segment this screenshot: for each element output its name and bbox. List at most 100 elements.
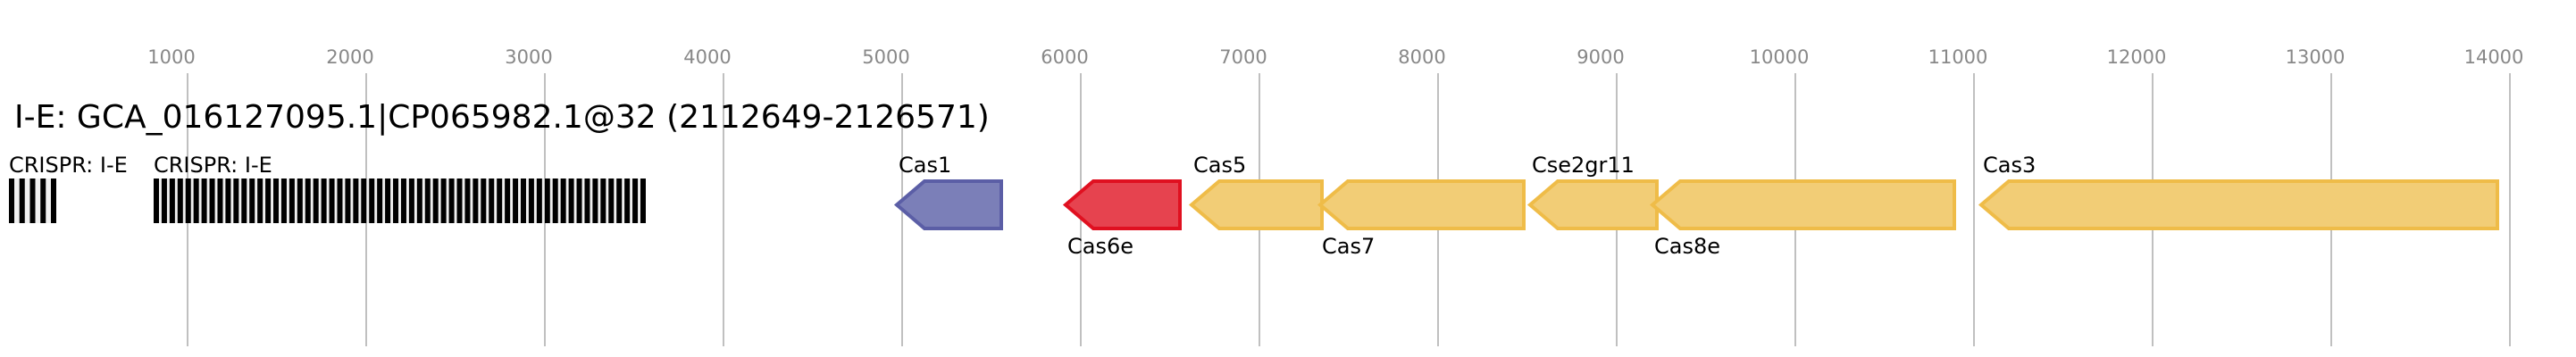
crispr-repeat xyxy=(377,178,383,223)
crispr-repeat xyxy=(560,178,566,223)
tick-label: 11000 xyxy=(1928,46,1988,68)
cas-genes: Cas1 Cas6e Cas5 Cas7 Cse2gr11 Cas8e Cas3 xyxy=(893,153,2499,259)
tick-label: 8000 xyxy=(1398,46,1445,68)
crispr-repeat xyxy=(225,178,231,223)
gene-cas3: Cas3 xyxy=(1978,153,2499,230)
crispr-repeat xyxy=(280,178,287,223)
crispr-repeat xyxy=(369,178,375,223)
gene-cas5: Cas5 xyxy=(1188,153,1324,230)
tick-label: 4000 xyxy=(683,46,731,68)
crispr-repeat xyxy=(273,178,280,223)
gene-label: Cas3 xyxy=(1983,153,2036,178)
crispr-repeat xyxy=(440,178,447,223)
gene-cas8e: Cas8e xyxy=(1649,179,1956,259)
gene-cas7: Cas7 xyxy=(1317,179,1526,259)
gene-arrow xyxy=(1978,179,2499,230)
crispr-repeat xyxy=(185,178,191,223)
locus-title: I-E: GCA_016127095.1|CP065982.1@32 (2112… xyxy=(14,99,990,136)
tick-label: 3000 xyxy=(505,46,552,68)
crispr-repeat xyxy=(161,178,167,223)
crispr-repeat xyxy=(568,178,574,223)
crispr-array: CRISPR: I-E xyxy=(9,153,128,223)
crispr-repeat xyxy=(345,178,351,223)
crispr-repeat xyxy=(408,178,414,223)
crispr-repeat xyxy=(393,178,399,223)
crispr-repeat xyxy=(249,178,255,223)
crispr-repeat xyxy=(400,178,406,223)
crispr-repeat xyxy=(505,178,511,223)
gene-label: Cas5 xyxy=(1193,153,1246,178)
crispr-repeat xyxy=(233,178,239,223)
crispr-repeat xyxy=(481,178,487,223)
crispr-repeat xyxy=(265,178,272,223)
crispr-repeat xyxy=(29,178,36,223)
crispr-repeat xyxy=(432,178,439,223)
tick-label: 2000 xyxy=(326,46,373,68)
crispr-repeat xyxy=(473,178,479,223)
gene-arrow xyxy=(1526,179,1659,230)
crispr-repeat xyxy=(424,178,431,223)
crispr-repeat xyxy=(177,178,183,223)
crispr-repeat xyxy=(9,178,14,223)
crispr-repeat xyxy=(489,178,495,223)
crispr-repeat xyxy=(584,178,590,223)
crispr-repeat xyxy=(497,178,503,223)
crispr-repeat xyxy=(552,178,558,223)
gene-label: Cas6e xyxy=(1067,234,1133,259)
crispr-arrays: CRISPR: I-E CRISPR: I-E xyxy=(9,153,646,223)
crispr-repeat xyxy=(616,178,623,223)
tick-label: 13000 xyxy=(2286,46,2346,68)
gene-arrow xyxy=(1188,179,1324,230)
tick-label: 6000 xyxy=(1041,46,1088,68)
tick-label: 1000 xyxy=(147,46,195,68)
crispr-repeat xyxy=(416,178,422,223)
crispr-repeat xyxy=(361,178,367,223)
crispr-repeat xyxy=(385,178,391,223)
crispr-array-label: CRISPR: I-E xyxy=(154,153,272,178)
gene-arrow xyxy=(1649,179,1956,230)
crispr-repeat xyxy=(353,178,359,223)
crispr-repeat xyxy=(169,178,175,223)
crispr-repeat xyxy=(313,178,319,223)
tick-label: 14000 xyxy=(2464,46,2524,68)
gene-cas6e: Cas6e xyxy=(1062,179,1182,259)
tick-label: 9000 xyxy=(1577,46,1624,68)
crispr-repeat xyxy=(536,178,542,223)
crispr-array-label: CRISPR: I-E xyxy=(9,153,128,178)
gene-label: Cse2gr11 xyxy=(1532,153,1635,178)
crispr-repeat xyxy=(640,178,646,223)
crispr-repeat xyxy=(154,178,159,223)
crispr-repeat xyxy=(520,178,526,223)
crispr-repeat xyxy=(337,178,343,223)
crispr-repeat xyxy=(448,178,455,223)
gene-cse2gr11: Cse2gr11 xyxy=(1526,153,1659,230)
crispr-repeat xyxy=(217,178,223,223)
crispr-repeat xyxy=(289,178,295,223)
gene-arrow xyxy=(1062,179,1182,230)
tick-label: 10000 xyxy=(1750,46,1810,68)
crispr-repeat xyxy=(209,178,215,223)
gene-arrow xyxy=(893,179,1003,230)
crispr-repeat xyxy=(51,178,56,223)
gene-label: Cas1 xyxy=(899,153,951,178)
crispr-repeat xyxy=(40,178,46,223)
gene-cas1: Cas1 xyxy=(893,153,1003,230)
crispr-repeat xyxy=(241,178,247,223)
crispr-repeat xyxy=(632,178,639,223)
crispr-repeat xyxy=(329,178,335,223)
tick-label: 12000 xyxy=(2107,46,2167,68)
gene-label: Cas7 xyxy=(1322,234,1375,259)
crispr-repeat xyxy=(464,178,471,223)
crispr-repeat xyxy=(19,178,25,223)
tick-label: 5000 xyxy=(862,46,909,68)
crispr-repeat xyxy=(305,178,311,223)
crispr-repeat xyxy=(257,178,263,223)
crispr-repeat xyxy=(608,178,615,223)
crispr-repeat xyxy=(193,178,199,223)
crispr-array: CRISPR: I-E xyxy=(154,153,646,223)
crispr-repeat xyxy=(321,178,327,223)
crispr-repeat xyxy=(201,178,207,223)
crispr-repeat xyxy=(544,178,550,223)
crispr-repeat xyxy=(528,178,534,223)
